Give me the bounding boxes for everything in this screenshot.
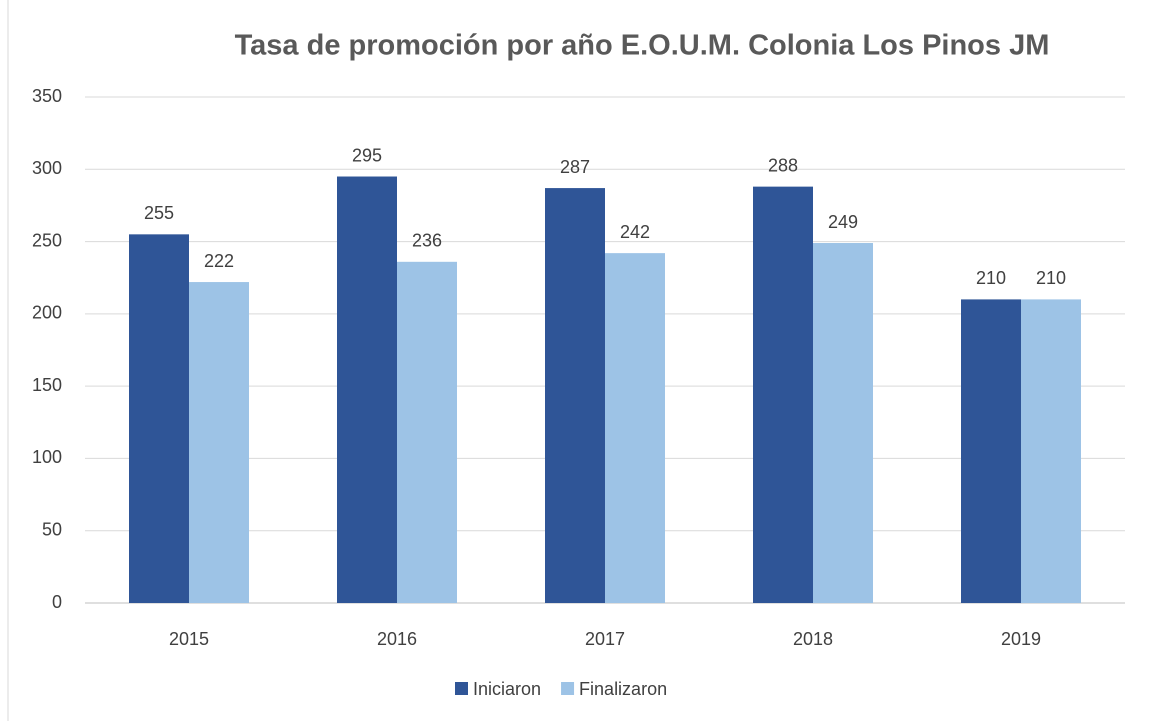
data-label: 249 bbox=[828, 212, 858, 232]
x-tick-label: 2015 bbox=[169, 629, 209, 649]
y-tick-label: 0 bbox=[52, 592, 62, 612]
x-tick-label: 2017 bbox=[585, 629, 625, 649]
data-label: 287 bbox=[560, 157, 590, 177]
bar bbox=[961, 299, 1021, 603]
data-label: 222 bbox=[204, 251, 234, 271]
y-tick-label: 100 bbox=[32, 447, 62, 467]
bar bbox=[337, 176, 397, 603]
data-label: 210 bbox=[1036, 268, 1066, 288]
x-tick-label: 2018 bbox=[793, 629, 833, 649]
bar bbox=[605, 253, 665, 603]
data-label: 288 bbox=[768, 155, 798, 175]
data-label: 236 bbox=[412, 231, 442, 251]
x-tick-label: 2019 bbox=[1001, 629, 1041, 649]
y-tick-label: 200 bbox=[32, 303, 62, 323]
bar bbox=[753, 186, 813, 604]
y-tick-label: 300 bbox=[32, 158, 62, 178]
x-tick-label: 2016 bbox=[377, 629, 417, 649]
bar bbox=[1021, 299, 1081, 603]
bar bbox=[129, 234, 189, 604]
data-label: 210 bbox=[976, 268, 1006, 288]
legend-swatch bbox=[455, 682, 468, 695]
bar bbox=[813, 243, 873, 603]
legend-label: Iniciaron bbox=[473, 679, 541, 699]
bar bbox=[189, 282, 249, 603]
y-tick-label: 50 bbox=[42, 519, 62, 539]
data-label: 255 bbox=[144, 203, 174, 223]
y-tick-label: 350 bbox=[32, 86, 62, 106]
data-label: 242 bbox=[620, 222, 650, 242]
legend-label: Finalizaron bbox=[579, 679, 667, 699]
bar bbox=[397, 261, 457, 603]
y-tick-label: 250 bbox=[32, 230, 62, 250]
legend-swatch bbox=[561, 682, 575, 695]
chart-title: Tasa de promoción por año E.O.U.M. Colon… bbox=[235, 30, 1050, 62]
data-label: 295 bbox=[352, 145, 382, 165]
bar bbox=[545, 188, 605, 603]
y-tick-label: 150 bbox=[32, 375, 62, 395]
